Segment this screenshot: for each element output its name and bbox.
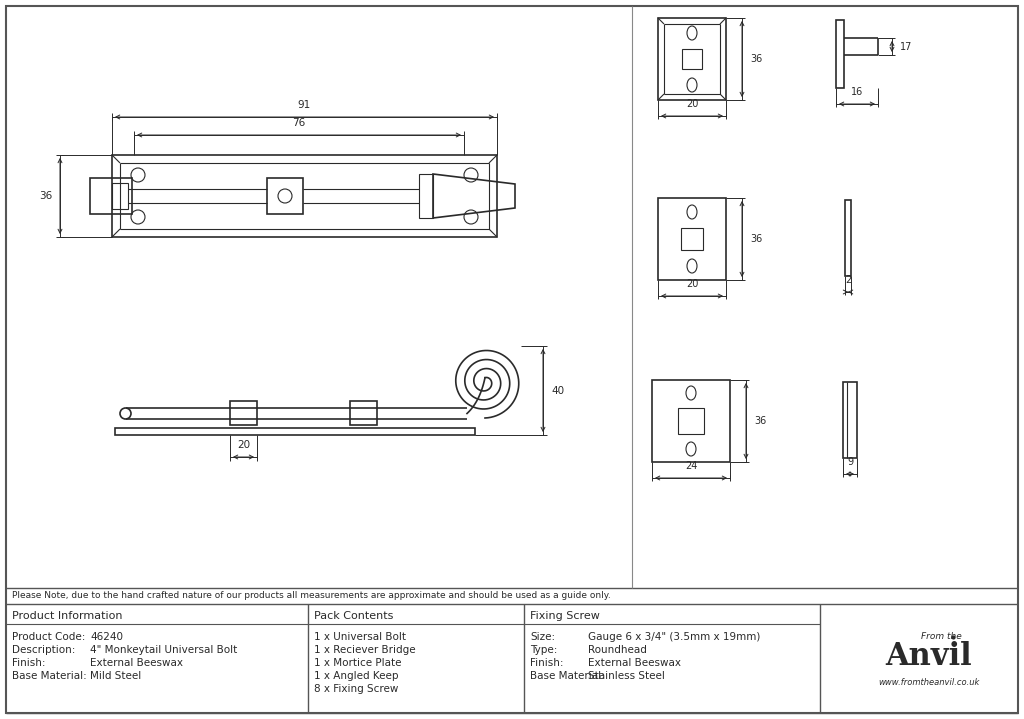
Text: 36: 36 — [754, 416, 766, 426]
Text: 36: 36 — [39, 191, 52, 201]
Text: External Beeswax: External Beeswax — [90, 658, 183, 668]
Bar — [658, 198, 726, 280]
Bar — [112, 183, 128, 209]
Bar — [115, 428, 475, 435]
Bar — [891, 638, 903, 643]
Text: 1 x Mortice Plate: 1 x Mortice Plate — [314, 658, 401, 668]
Text: Fixing Screw: Fixing Screw — [530, 611, 600, 621]
Text: Base Material:: Base Material: — [12, 671, 87, 681]
Text: Mild Steel: Mild Steel — [90, 671, 141, 681]
Text: Anvil: Anvil — [886, 641, 973, 672]
Bar — [230, 401, 257, 425]
Text: Stainless Steel: Stainless Steel — [588, 671, 665, 681]
Text: Gauge 6 x 3/4" (3.5mm x 19mm): Gauge 6 x 3/4" (3.5mm x 19mm) — [588, 632, 761, 642]
Text: 36: 36 — [750, 54, 762, 64]
Text: 1 x Universal Bolt: 1 x Universal Bolt — [314, 632, 406, 642]
Bar — [681, 228, 703, 250]
Text: 20: 20 — [686, 279, 698, 289]
Text: 1 x Reciever Bridge: 1 x Reciever Bridge — [314, 645, 416, 655]
Text: Pack Contents: Pack Contents — [314, 611, 393, 621]
Text: 40: 40 — [551, 385, 564, 395]
Text: 4" Monkeytail Universal Bolt: 4" Monkeytail Universal Bolt — [90, 645, 238, 655]
Bar — [678, 408, 705, 434]
Text: 24: 24 — [685, 461, 697, 471]
Text: Base Material:: Base Material: — [530, 671, 605, 681]
Bar — [350, 401, 377, 425]
Bar — [682, 49, 702, 69]
Text: External Beeswax: External Beeswax — [588, 658, 681, 668]
Text: 9: 9 — [847, 457, 853, 467]
Text: 16: 16 — [851, 87, 863, 97]
Text: Size:: Size: — [530, 632, 555, 642]
Bar — [112, 155, 497, 237]
Text: 2: 2 — [845, 275, 851, 285]
Text: Product Information: Product Information — [12, 611, 123, 621]
Text: 8 x Fixing Screw: 8 x Fixing Screw — [314, 684, 398, 694]
Bar — [652, 380, 730, 462]
Text: 91: 91 — [298, 100, 311, 110]
Text: From the: From the — [921, 632, 962, 641]
Bar — [419, 174, 433, 218]
Text: Type:: Type: — [530, 645, 557, 655]
Bar — [836, 20, 844, 88]
Text: 36: 36 — [750, 234, 762, 244]
Text: 17: 17 — [900, 42, 912, 52]
Text: Description:: Description: — [12, 645, 76, 655]
Text: 20: 20 — [237, 440, 250, 450]
Text: Product Code:: Product Code: — [12, 632, 85, 642]
Text: 46240: 46240 — [90, 632, 123, 642]
Text: 76: 76 — [293, 118, 305, 128]
Text: www.fromtheanvil.co.uk: www.fromtheanvil.co.uk — [879, 678, 980, 687]
Polygon shape — [889, 643, 905, 654]
Bar — [658, 18, 726, 100]
Bar — [267, 178, 303, 214]
Bar — [90, 178, 132, 214]
Text: Please Note, due to the hand crafted nature of our products all measurements are: Please Note, due to the hand crafted nat… — [12, 592, 610, 600]
Text: Roundhead: Roundhead — [588, 645, 647, 655]
Text: Finish:: Finish: — [530, 658, 563, 668]
Text: Finish:: Finish: — [12, 658, 45, 668]
Bar — [843, 382, 857, 458]
Text: 1 x Angled Keep: 1 x Angled Keep — [314, 671, 398, 681]
Text: 20: 20 — [686, 99, 698, 109]
Bar — [845, 200, 851, 276]
